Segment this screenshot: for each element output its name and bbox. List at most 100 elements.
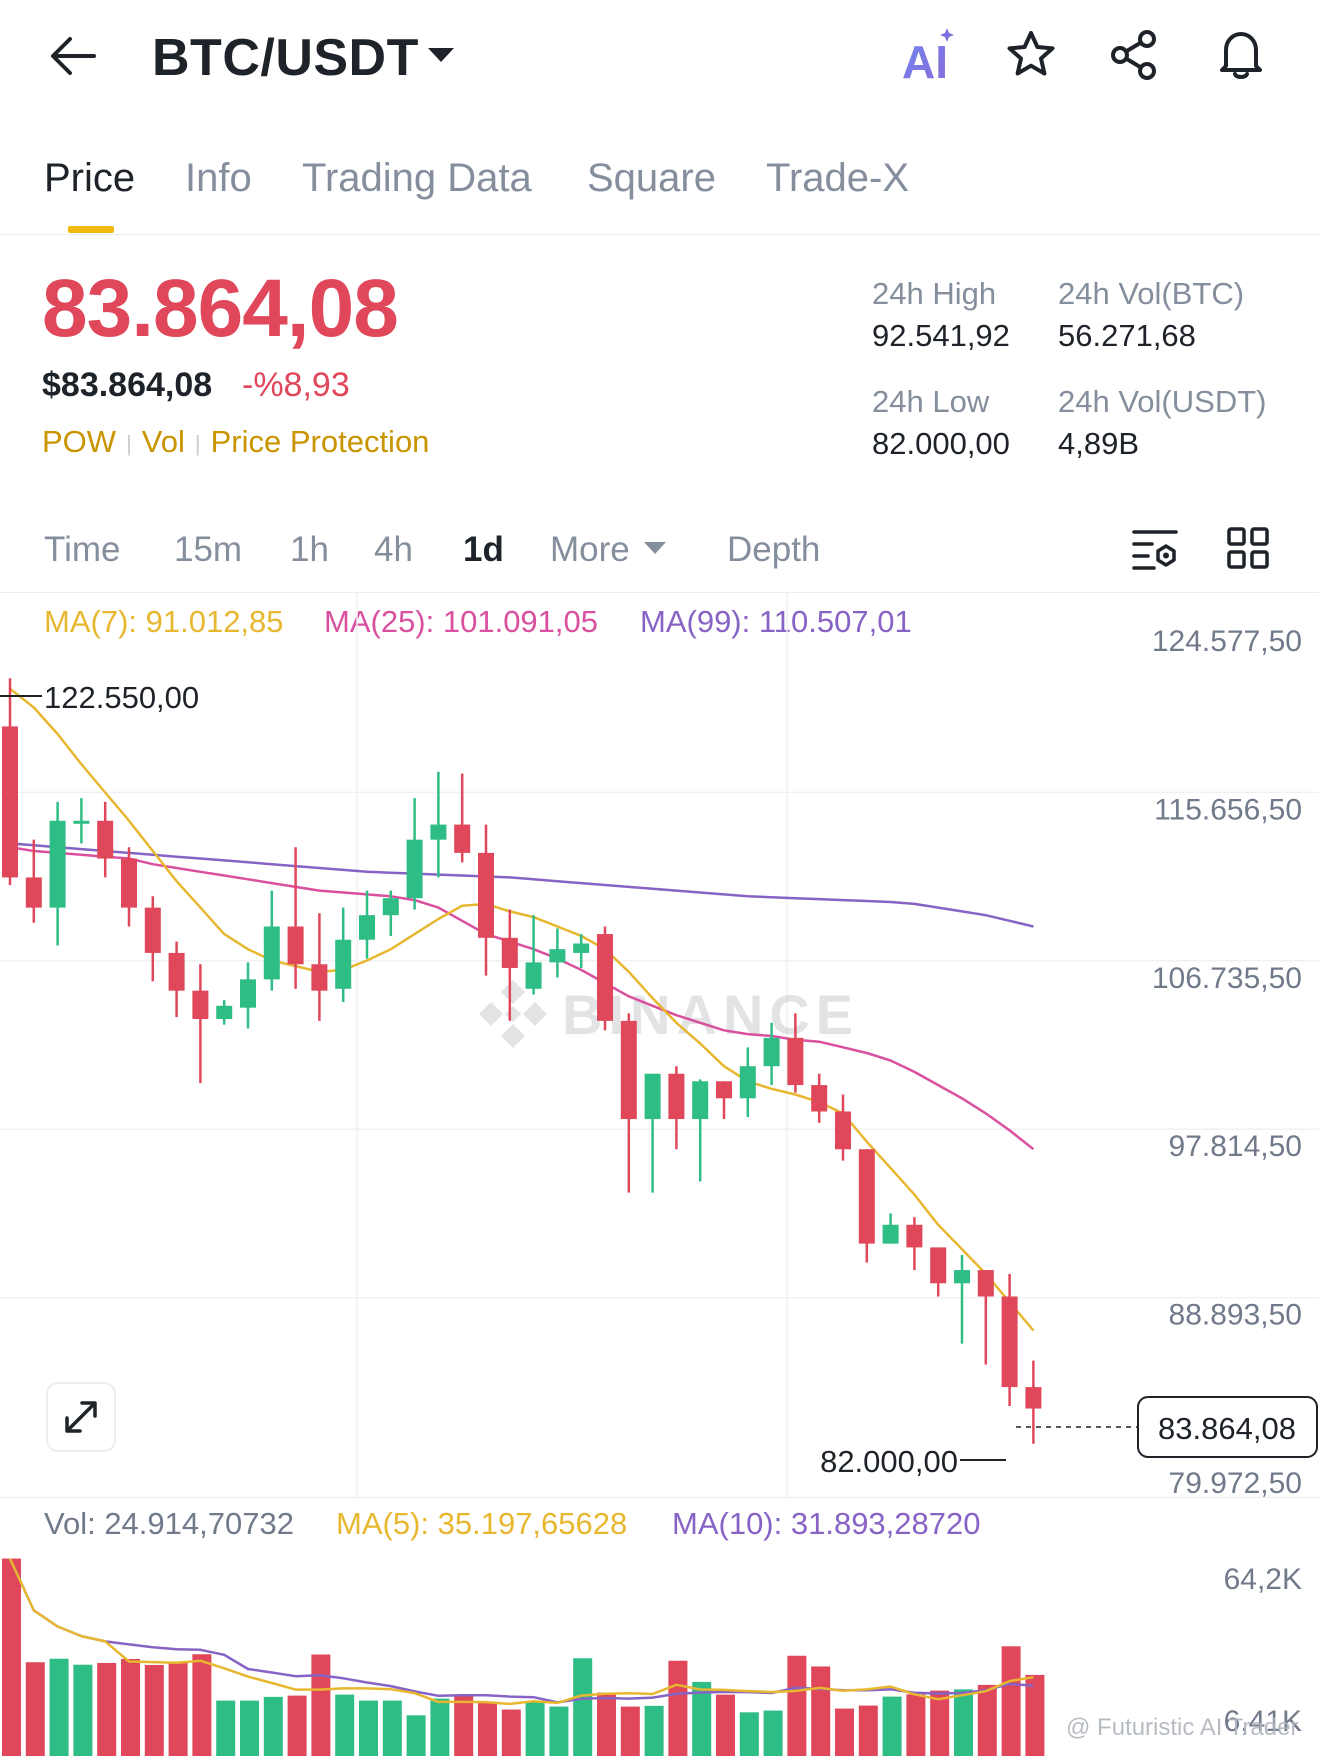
volume-bar	[525, 1702, 545, 1756]
candle-body	[549, 949, 566, 963]
candle[interactable]	[97, 801, 114, 878]
vol-usdt-label: 24h Vol(USDT)	[1058, 384, 1267, 419]
candle-body	[359, 915, 375, 940]
timeframe-1h[interactable]: 1h	[290, 530, 329, 569]
timeframe-time[interactable]: Time	[44, 530, 121, 569]
tab-trading-data[interactable]: Trading Data	[302, 156, 532, 200]
candle[interactable]	[359, 890, 375, 959]
candle[interactable]	[478, 824, 494, 976]
candle[interactable]	[739, 1047, 756, 1118]
candle[interactable]	[811, 1073, 828, 1123]
share-button[interactable]	[1108, 28, 1162, 82]
more-caret-icon[interactable]	[644, 542, 666, 554]
volume-bar	[573, 1658, 593, 1756]
candle[interactable]	[501, 909, 518, 1021]
ai-button[interactable]: AI	[900, 24, 964, 88]
candle-body	[787, 1037, 804, 1086]
candle-body	[930, 1247, 947, 1284]
candle[interactable]	[311, 913, 328, 1021]
indicator-settings-button[interactable]	[1130, 524, 1180, 572]
candle[interactable]	[168, 941, 185, 1018]
candle[interactable]	[882, 1213, 899, 1244]
back-button[interactable]	[46, 30, 98, 82]
high-value: 92.541,92	[872, 318, 1010, 353]
candle[interactable]	[525, 915, 542, 995]
volume-bar	[739, 1712, 759, 1756]
candle[interactable]	[835, 1094, 851, 1161]
ma99-line	[9, 842, 1034, 928]
volume-bar	[73, 1664, 93, 1756]
candle[interactable]	[263, 890, 280, 991]
layout-grid-button[interactable]	[1226, 526, 1270, 570]
timeframe-more[interactable]: More	[550, 530, 630, 569]
candle[interactable]	[858, 1149, 875, 1263]
candle[interactable]	[787, 1013, 804, 1093]
candle-body	[240, 979, 256, 1008]
candle[interactable]	[430, 771, 447, 878]
candle[interactable]	[763, 1022, 780, 1086]
candle[interactable]	[716, 1081, 732, 1120]
pair-title[interactable]: BTC/USDT	[152, 29, 419, 87]
tag-vol[interactable]: Vol	[141, 424, 185, 459]
tab-info[interactable]: Info	[185, 156, 252, 200]
candle[interactable]	[954, 1254, 970, 1344]
candlestick-chart[interactable]: 124.577,50 115.656,50 106.735,50 97.814,50 8…	[0, 590, 1319, 1500]
pair-dropdown-caret-icon[interactable]	[428, 48, 454, 62]
candle-body	[73, 820, 90, 824]
timeframe-depth[interactable]: Depth	[727, 530, 821, 569]
current-price-tag[interactable]	[1137, 1396, 1318, 1458]
volume-bar	[359, 1700, 378, 1756]
candle[interactable]	[597, 926, 613, 1031]
candle[interactable]	[287, 847, 304, 989]
volume-bar	[620, 1706, 640, 1756]
candle[interactable]	[216, 1000, 233, 1025]
volume-bar	[811, 1666, 831, 1756]
timeframe-4h[interactable]: 4h	[374, 530, 413, 569]
candle[interactable]	[192, 964, 209, 1084]
candle[interactable]	[382, 890, 399, 936]
volume-bar	[930, 1690, 950, 1756]
candle[interactable]	[977, 1270, 994, 1365]
candle[interactable]	[930, 1247, 947, 1297]
price-axis-label: 88.893,50	[1169, 1299, 1302, 1332]
candle[interactable]	[2, 678, 18, 885]
candle[interactable]	[144, 896, 161, 982]
timeframe-1d[interactable]: 1d	[463, 530, 504, 569]
candle[interactable]	[668, 1066, 685, 1150]
volume-bar	[287, 1695, 307, 1756]
candle[interactable]	[240, 962, 256, 1029]
candle[interactable]	[644, 1073, 661, 1193]
tab-trade-x[interactable]: Trade-X	[766, 156, 910, 200]
volume-bar	[263, 1696, 283, 1756]
candle[interactable]	[573, 934, 590, 969]
candle[interactable]	[121, 847, 137, 927]
volume-axis-label: 6,41K	[1224, 1705, 1302, 1738]
candle[interactable]	[906, 1217, 923, 1271]
alert-button[interactable]	[1214, 26, 1268, 82]
candle[interactable]	[335, 907, 352, 1003]
candle-body	[430, 824, 447, 840]
timeframe-15m[interactable]: 15m	[174, 530, 243, 569]
active-tab-indicator	[68, 226, 114, 233]
candle[interactable]	[454, 773, 471, 863]
tab-price[interactable]: Price	[44, 156, 136, 200]
candle-body	[597, 934, 613, 1021]
volume-chart[interactable]: 64,2K 6,41K @ Futuristic AI Trader	[0, 1540, 1319, 1756]
candle[interactable]	[1025, 1360, 1042, 1444]
tab-square[interactable]: Square	[587, 156, 716, 200]
candle[interactable]	[73, 798, 90, 844]
favorite-button[interactable]	[1004, 28, 1058, 82]
candle[interactable]	[1001, 1273, 1018, 1406]
footer-watermark: @ Futuristic AI Trader	[1066, 1714, 1298, 1741]
tag-price-protection[interactable]: Price Protection	[210, 424, 430, 459]
candle[interactable]	[49, 801, 66, 946]
volume-bar	[382, 1700, 402, 1756]
tag-pow[interactable]: POW	[42, 424, 117, 459]
candle[interactable]	[406, 798, 423, 910]
candle[interactable]	[25, 839, 42, 923]
candle[interactable]	[620, 1013, 637, 1193]
volume-bar	[2, 1558, 21, 1756]
fullscreen-button[interactable]	[46, 1382, 116, 1452]
candle[interactable]	[549, 928, 566, 978]
candle[interactable]	[692, 1079, 709, 1182]
